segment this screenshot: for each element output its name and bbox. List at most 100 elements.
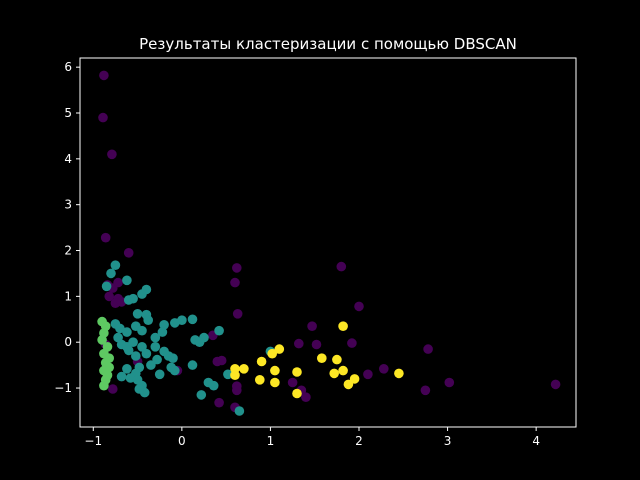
scatter-point [444, 377, 455, 388]
x-tick-label: 4 [532, 434, 540, 448]
scatter-point [338, 321, 348, 332]
scatter-point [329, 368, 340, 379]
scatter-point [116, 371, 127, 382]
scatter-point [307, 321, 317, 332]
scatter-point [338, 365, 348, 376]
y-tick-label: −1 [54, 381, 72, 395]
scatter-point [100, 232, 111, 243]
scatter-point [110, 260, 121, 271]
scatter-point [287, 377, 298, 388]
scatter-point [187, 314, 198, 325]
scatter-point [239, 364, 249, 374]
x-tick-label: −1 [84, 434, 102, 448]
scatter-point [187, 360, 198, 370]
scatter-point [106, 268, 116, 279]
y-tick-label: 6 [64, 60, 72, 74]
scatter-point [104, 291, 114, 302]
scatter-point [194, 337, 205, 348]
scatter-point [336, 261, 347, 272]
y-tick-label: 2 [64, 244, 72, 258]
scatter-point [101, 281, 112, 292]
scatter-point [232, 309, 243, 319]
scatter-point [122, 275, 132, 286]
y-tick-label: 1 [64, 289, 72, 303]
y-axis: −1 0 1 2 3 4 5 6 [54, 60, 80, 395]
scatter-point [347, 338, 357, 348]
scatter-point [159, 320, 169, 330]
scatter-point [216, 355, 227, 366]
scatter-point [267, 348, 278, 359]
scatter-point [113, 277, 123, 288]
scatter-point [128, 337, 138, 348]
scatter-point [152, 354, 162, 365]
scatter-point [294, 338, 304, 349]
scatter-point [301, 392, 311, 403]
scatter-point [150, 332, 161, 343]
scatter-point [232, 263, 242, 273]
scatter-point [177, 315, 187, 326]
scatter-point [234, 406, 245, 416]
scatter-point [141, 284, 152, 295]
scatter-point [157, 327, 168, 337]
scatter-point [349, 374, 360, 384]
scatter-point [311, 339, 322, 350]
scatter-point [379, 364, 389, 374]
scatter-point [137, 342, 147, 352]
x-tick-label: 1 [267, 434, 275, 448]
scatter-point [254, 375, 265, 385]
y-tick-label: 3 [64, 198, 72, 212]
scatter-point [230, 277, 240, 288]
y-tick-label: 4 [64, 152, 72, 166]
scatter-point [99, 70, 109, 81]
scatter-point [270, 377, 280, 388]
scatter-point [122, 327, 132, 337]
scatter-point [134, 384, 145, 394]
scatter-point [143, 315, 153, 326]
scatter-point [150, 342, 161, 352]
scatter-point [256, 356, 267, 367]
x-axis: −1 0 1 2 3 4 [84, 427, 540, 448]
chart-title: Результаты кластеризации с помощью DBSCA… [139, 35, 517, 53]
scatter-point [123, 295, 134, 305]
scatter-point [317, 353, 327, 364]
scatter-point [550, 379, 561, 390]
x-tick-label: 3 [444, 434, 452, 448]
scatter-point [394, 368, 404, 379]
x-tick-label: 0 [178, 434, 186, 448]
scatter-point [363, 369, 373, 380]
scatter-point [131, 351, 141, 361]
scatter-point [214, 325, 224, 336]
scatter-point [274, 344, 285, 354]
scatter-point [99, 380, 109, 391]
scatter-point [232, 385, 242, 396]
scatter-point [154, 369, 165, 380]
scatter-point [123, 345, 134, 356]
scatter-point [423, 344, 433, 354]
scatter-point [123, 248, 134, 258]
y-tick-label: 5 [64, 106, 72, 120]
scatter-point [107, 149, 117, 160]
scatter-point [170, 365, 180, 376]
scatter-point [141, 348, 152, 359]
x-tick-label: 2 [355, 434, 363, 448]
scatter-point [122, 364, 132, 374]
scatter-point [343, 379, 354, 390]
scatter-point [108, 384, 118, 394]
scatter-point [223, 369, 233, 380]
scatter-point [132, 309, 143, 319]
scatter-point [332, 354, 342, 365]
scatter-point [214, 397, 224, 408]
scatter-point [208, 380, 219, 391]
scatter-points [97, 70, 561, 416]
scatter-point [420, 385, 431, 396]
scatter-point [146, 360, 156, 370]
scatter-point [292, 367, 302, 377]
scatter-point [97, 335, 107, 345]
scatter-point [98, 112, 108, 123]
y-tick-label: 0 [64, 335, 72, 349]
scatter-point [230, 370, 240, 381]
plot-area-frame [79, 57, 577, 428]
scatter-point [292, 388, 302, 399]
